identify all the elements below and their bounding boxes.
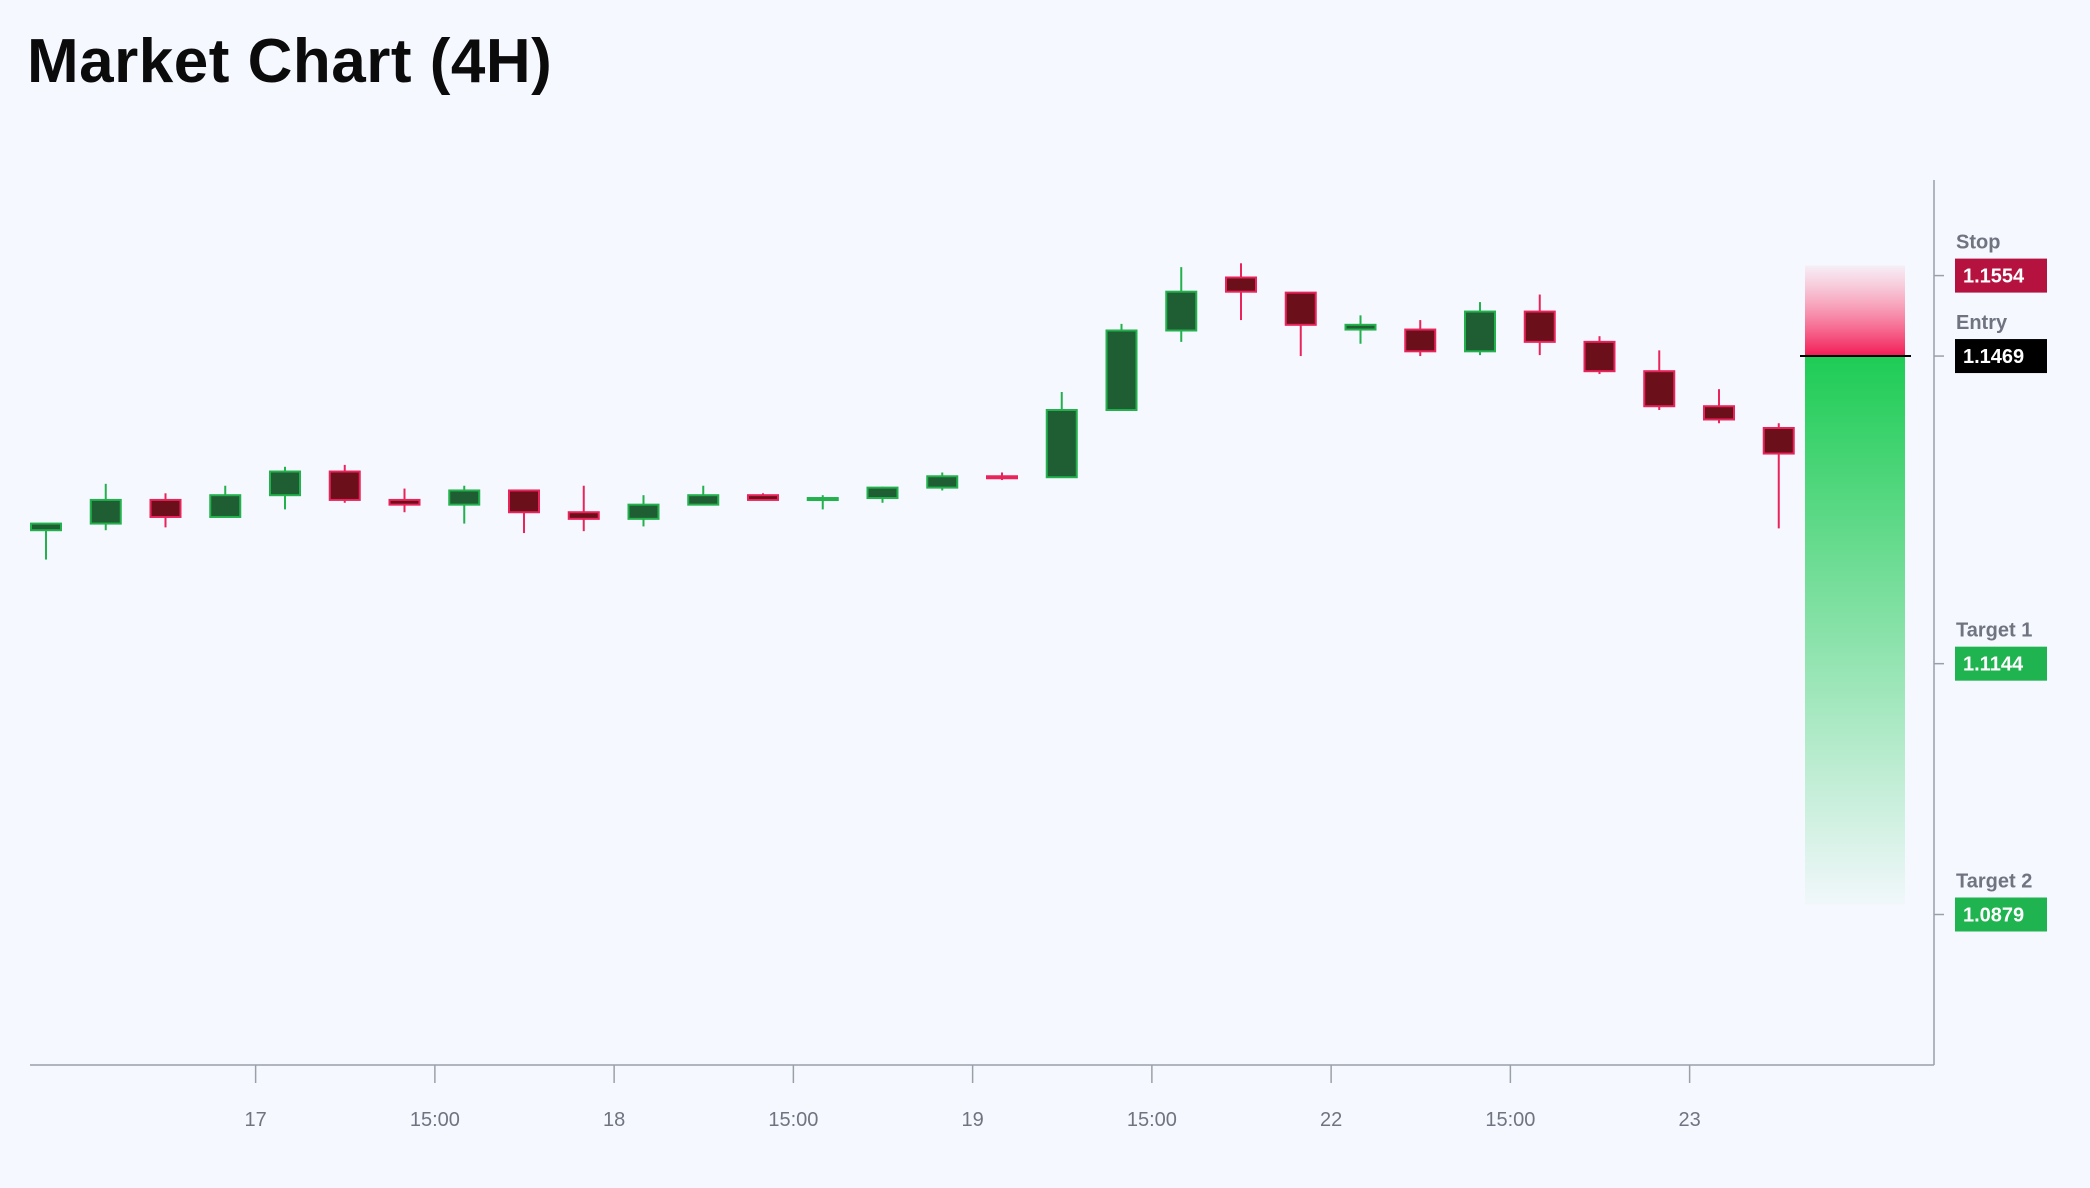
candle [328, 464, 361, 503]
entry-label: Entry [1956, 312, 2008, 334]
candle [1045, 392, 1078, 479]
candle-body [806, 497, 839, 502]
candle [448, 485, 481, 524]
candle-body [1045, 409, 1078, 479]
x-tick-label: 17 [245, 1109, 267, 1131]
stop-price-value: 1.1554 [1963, 266, 2025, 288]
candle [1643, 350, 1676, 411]
risk-zone [1805, 265, 1905, 357]
entry-price-box [1955, 339, 2047, 374]
candle [149, 493, 182, 528]
candle-body [209, 494, 242, 518]
target1-price-value: 1.1144 [1963, 654, 2024, 676]
stop-label: Stop [1956, 232, 2000, 254]
candle-body [1344, 323, 1377, 331]
candle-body [388, 498, 421, 506]
x-tick-label: 19 [962, 1109, 984, 1131]
candles-group [30, 263, 1795, 560]
candle [1225, 263, 1257, 321]
candle-body [747, 494, 779, 501]
candle [30, 522, 62, 560]
candle-body [30, 522, 62, 532]
candle-body [269, 470, 301, 497]
candle-body [1284, 291, 1317, 326]
candle [986, 472, 1018, 481]
candle-body [448, 489, 481, 506]
x-tick-label: 15:00 [768, 1109, 818, 1131]
candle [1523, 294, 1556, 356]
candle [269, 466, 301, 510]
reward-zone [1805, 356, 1905, 905]
candle [926, 472, 959, 491]
chart-axes: 17 15:00 18 15:00 19 15:00 22 15:00 23 [30, 180, 1935, 1131]
x-tick-label: 15:00 [1485, 1109, 1535, 1131]
candle [806, 495, 839, 510]
candle [508, 489, 540, 534]
candle [1762, 423, 1795, 529]
candle-body [866, 486, 899, 500]
candle-body [1583, 340, 1616, 373]
entry-price-value: 1.1469 [1963, 346, 2024, 368]
candle-body [149, 498, 182, 518]
candle-body [1762, 426, 1795, 455]
candle [567, 485, 600, 532]
candle-body [926, 475, 959, 489]
candle-body [1165, 290, 1198, 332]
candle-body [508, 489, 540, 514]
candle [1284, 291, 1317, 357]
candle [1583, 336, 1616, 375]
x-tick-label: 23 [1679, 1109, 1701, 1131]
candle-body [1105, 329, 1138, 412]
target1-label: Target 1 [1956, 620, 2032, 642]
candle [1464, 302, 1496, 356]
target2-price-box [1955, 897, 2047, 932]
candle [1703, 389, 1735, 424]
candle-body [1523, 310, 1556, 343]
candle-body [986, 475, 1018, 480]
risk-reward-zones [1800, 265, 1911, 905]
candle [747, 493, 779, 501]
target2-price-value: 1.0879 [1963, 905, 2024, 927]
candle [1404, 320, 1437, 357]
x-tick-label: 22 [1320, 1109, 1342, 1131]
candle [687, 485, 720, 506]
candle-body [1225, 276, 1257, 293]
candle-body [687, 494, 720, 506]
candle [627, 495, 660, 527]
candle [866, 486, 899, 503]
candle [209, 485, 242, 518]
candle-body [627, 503, 660, 520]
price-levels: Stop 1.1554 Entry 1.1469 Target 1 1.1144 Targe… [1934, 232, 2047, 932]
candle-body [1404, 328, 1437, 353]
candle-body [567, 511, 600, 520]
candle [89, 483, 122, 531]
candle [1105, 323, 1138, 412]
candle [1165, 267, 1198, 342]
target2-label: Target 2 [1956, 871, 2032, 893]
candle-body [1464, 310, 1496, 353]
page-title: Market Chart (4H) [27, 27, 553, 96]
candle [388, 488, 421, 513]
candle-body [328, 470, 361, 501]
candle-body [1643, 370, 1676, 408]
candle-body [89, 498, 122, 525]
candle [1344, 315, 1377, 344]
x-tick-label: 15:00 [1127, 1109, 1177, 1131]
x-tick-label: 18 [603, 1109, 625, 1131]
target1-price-box [1955, 646, 2047, 681]
x-tick-label: 15:00 [410, 1109, 460, 1131]
stop-price-box [1955, 258, 2047, 293]
candle-body [1703, 405, 1735, 421]
